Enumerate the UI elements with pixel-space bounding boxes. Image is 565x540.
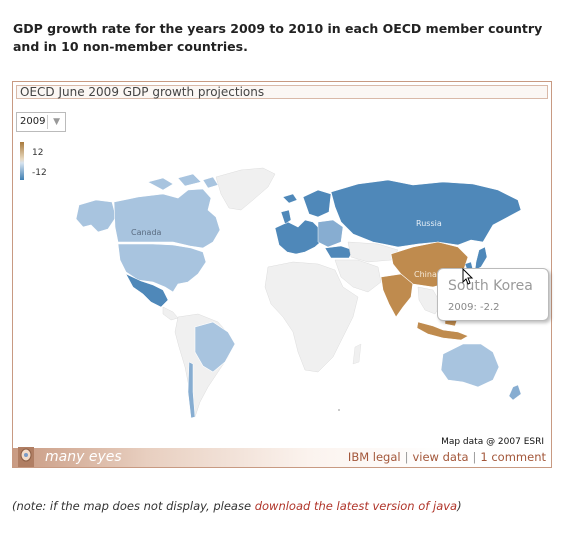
year-select-value: 2009 bbox=[20, 116, 46, 127]
japan bbox=[474, 246, 488, 271]
india bbox=[380, 273, 414, 318]
panel-title: OECD June 2009 GDP growth projections bbox=[16, 85, 548, 99]
label-russia: Russia bbox=[416, 219, 442, 228]
many-eyes-logo-icon bbox=[18, 447, 34, 467]
mouse-pointer-icon bbox=[462, 268, 474, 285]
europe-east bbox=[317, 219, 344, 248]
legend-min-label: -12 bbox=[32, 168, 47, 178]
australia bbox=[440, 343, 500, 388]
indonesia bbox=[416, 317, 469, 341]
footer-bar: many eyes IBM legal | view data | 1 comment bbox=[13, 447, 551, 467]
comment-link[interactable]: 1 comment bbox=[480, 450, 546, 464]
label-canada: Canada bbox=[131, 228, 162, 237]
central-asia bbox=[347, 241, 399, 263]
canada bbox=[113, 188, 221, 249]
view-data-link[interactable]: view data bbox=[412, 450, 469, 464]
year-select[interactable]: 2009 ▼ bbox=[16, 112, 66, 132]
usa bbox=[117, 243, 207, 293]
logo-text[interactable]: many eyes bbox=[45, 449, 122, 465]
note-prefix: (note: if the map does not display, plea… bbox=[12, 499, 255, 513]
chevron-down-icon: ▼ bbox=[53, 117, 60, 127]
canada-islands bbox=[147, 173, 219, 191]
legend-gradient bbox=[20, 142, 24, 180]
greenland bbox=[215, 167, 276, 211]
world-map[interactable]: Canada Russia China bbox=[13, 82, 553, 469]
new-zealand bbox=[508, 384, 522, 401]
turkey bbox=[324, 245, 354, 259]
scandinavia bbox=[302, 189, 332, 218]
africa bbox=[264, 261, 359, 373]
ibm-legal-link[interactable]: IBM legal bbox=[347, 450, 401, 464]
color-legend: 12 -12 bbox=[20, 142, 80, 184]
russia bbox=[330, 179, 522, 248]
label-china: China bbox=[414, 270, 437, 279]
map-credit: Map data @ 2007 ESRI bbox=[441, 437, 544, 447]
footer-links: IBM legal | view data | 1 comment bbox=[347, 450, 546, 464]
tooltip-value: 2009: -2.2 bbox=[448, 302, 500, 313]
visualization-panel: Canada Russia China OECD June 2009 GDP g… bbox=[12, 81, 552, 468]
alaska bbox=[75, 199, 117, 233]
legend-max-label: 12 bbox=[32, 148, 44, 158]
iceland bbox=[282, 193, 298, 204]
madagascar bbox=[352, 343, 362, 365]
mexico bbox=[125, 273, 169, 308]
java-note: (note: if the map does not display, plea… bbox=[12, 499, 462, 513]
page-heading: GDP growth rate for the years 2009 to 20… bbox=[13, 21, 543, 54]
uk bbox=[280, 209, 292, 225]
central-america bbox=[162, 306, 179, 321]
java-download-link[interactable]: download the latest version of java bbox=[254, 499, 458, 513]
brazil bbox=[194, 321, 236, 373]
middle-east bbox=[334, 259, 382, 293]
chile bbox=[187, 361, 196, 419]
note-suffix: ) bbox=[457, 499, 462, 513]
select-separator bbox=[47, 115, 48, 129]
europe-west bbox=[274, 219, 324, 255]
southeast-asia bbox=[417, 286, 442, 315]
tooltip-title: South Korea bbox=[448, 278, 533, 294]
country-tooltip: South Korea 2009: -2.2 bbox=[437, 268, 549, 321]
